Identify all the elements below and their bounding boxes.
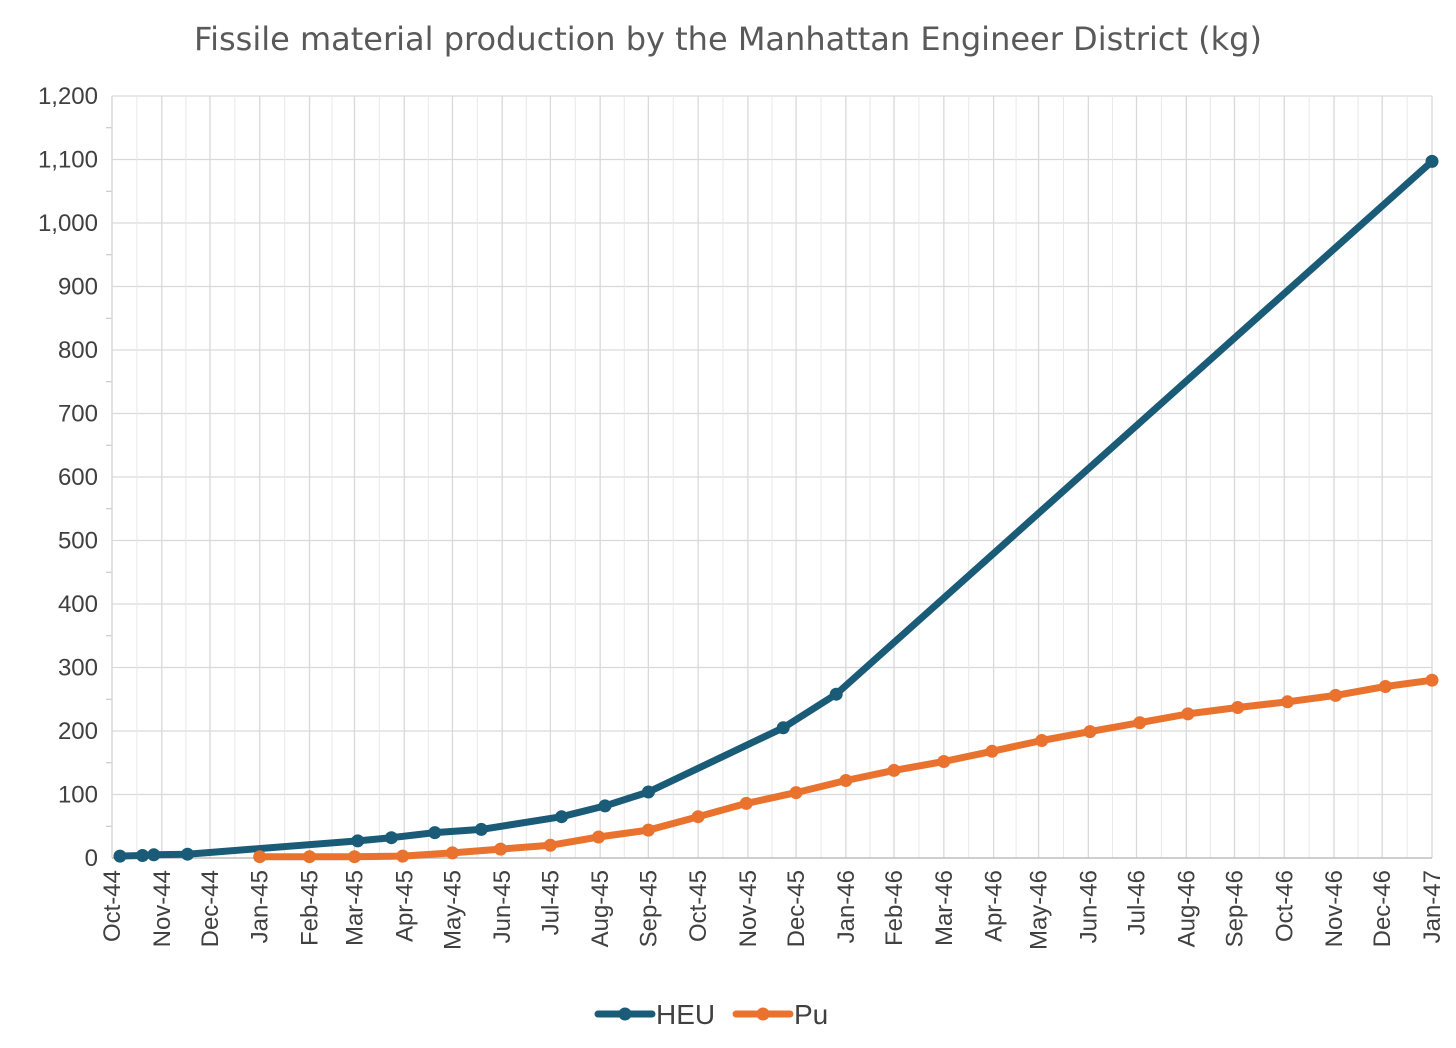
data-point-heu [181,847,194,861]
data-point-heu [136,849,149,862]
x-tick-label: Aug-45 [587,870,614,947]
x-tick-label: Feb-45 [297,870,324,946]
x-tick-label: Sep-46 [1221,870,1248,947]
x-tick-label: Jan-46 [833,870,860,943]
data-point-heu [829,687,843,701]
x-tick-label: Jul-46 [1124,870,1151,935]
x-tick-label: Apr-46 [981,870,1008,942]
chart-title: Fissile material production by the Manha… [194,20,1262,58]
data-point-pu [253,850,267,864]
y-tick-label: 300 [58,655,98,682]
legend-entry-pu: Pu [732,999,828,1030]
x-tick-label: Oct-46 [1271,870,1298,942]
data-point-pu [789,786,803,800]
data-point-pu [1133,716,1147,730]
legend-marker-heu [618,1007,632,1021]
data-point-pu [739,796,753,810]
x-tick-label: Oct-44 [99,870,126,942]
data-point-pu [937,755,951,768]
legend-label-pu: Pu [794,999,828,1030]
data-point-heu [555,810,569,824]
data-point-pu [1035,734,1049,747]
x-tick-label: Nov-44 [149,870,176,947]
x-tick-label: Jun-45 [489,870,516,943]
data-point-heu [776,721,790,735]
x-tick-label: Jan-47 [1419,870,1446,943]
data-point-pu [348,850,361,864]
y-tick-label: 500 [58,528,98,555]
data-point-pu [494,842,508,856]
data-point-pu [1329,688,1343,702]
data-point-heu [598,799,612,813]
y-tick-label: 1,000 [38,210,98,237]
y-tick-label: 100 [58,782,98,809]
series-pu [253,673,1439,864]
x-tick-label: Nov-45 [735,870,762,947]
x-tick-label: Apr-45 [391,870,418,942]
series-line-heu [116,157,1436,860]
legend-marker-pu [756,1007,770,1021]
data-point-heu [1425,154,1439,168]
x-tick-label: Dec-45 [783,870,810,947]
data-point-heu [351,834,365,848]
y-tick-label: 200 [58,718,98,745]
y-tick-label: 700 [58,401,98,428]
x-tick-label: May-45 [439,870,466,950]
x-tick-label: Dec-44 [197,870,224,947]
x-tick-label: May-46 [1026,870,1053,950]
x-tick-label: Feb-46 [881,870,908,946]
data-point-pu [1281,695,1294,709]
y-tick-label: 1,100 [38,147,98,174]
data-point-pu [985,744,999,758]
legend: HEU Pu [594,999,828,1030]
data-point-pu [396,849,410,863]
data-point-pu [1378,680,1392,693]
data-point-pu [445,846,459,860]
series [113,154,1439,864]
data-point-heu [384,831,398,845]
data-point-pu [1083,725,1097,739]
y-tick-label: 400 [58,591,98,618]
x-tick-label: Sep-45 [635,870,662,947]
y-tick-label: 800 [58,337,98,364]
data-point-pu [543,838,557,852]
data-point-heu [113,849,127,863]
y-tick-label: 0 [85,845,98,872]
y-tick-label: 1,200 [38,83,98,110]
legend-label-heu: HEU [656,999,715,1030]
data-point-heu [641,785,655,799]
data-point-heu [147,848,161,862]
data-point-pu [691,810,705,824]
data-point-pu [303,850,316,864]
axes: 0 100 200 300 400 500 600 700 800 900 1,000 1,100 1,… [38,83,1446,950]
x-tick-label: Jan-45 [247,870,274,943]
x-tick-label: Aug-46 [1173,870,1200,947]
data-point-heu [474,822,488,836]
legend-entry-heu: HEU [594,999,715,1030]
x-tick-label: Mar-45 [341,870,368,946]
data-point-pu [1231,701,1245,714]
x-tick-label: Dec-46 [1369,870,1396,947]
x-tick-label: Mar-46 [931,870,958,946]
data-point-pu [887,763,901,777]
data-point-pu [1425,673,1439,687]
x-tick-label: Jul-45 [537,870,564,935]
x-tick-label: Oct-45 [685,870,712,942]
grid [111,95,1433,858]
data-point-pu [592,830,606,844]
x-tick-label: Nov-46 [1321,870,1348,947]
y-tick-label: 900 [58,274,98,301]
data-point-pu [1181,707,1195,721]
data-point-pu [839,774,853,787]
y-tick-label: 600 [58,464,98,491]
x-tick-label: Jun-46 [1075,870,1102,943]
data-point-heu [428,826,442,840]
data-point-pu [641,823,655,837]
series-heu [113,154,1439,863]
